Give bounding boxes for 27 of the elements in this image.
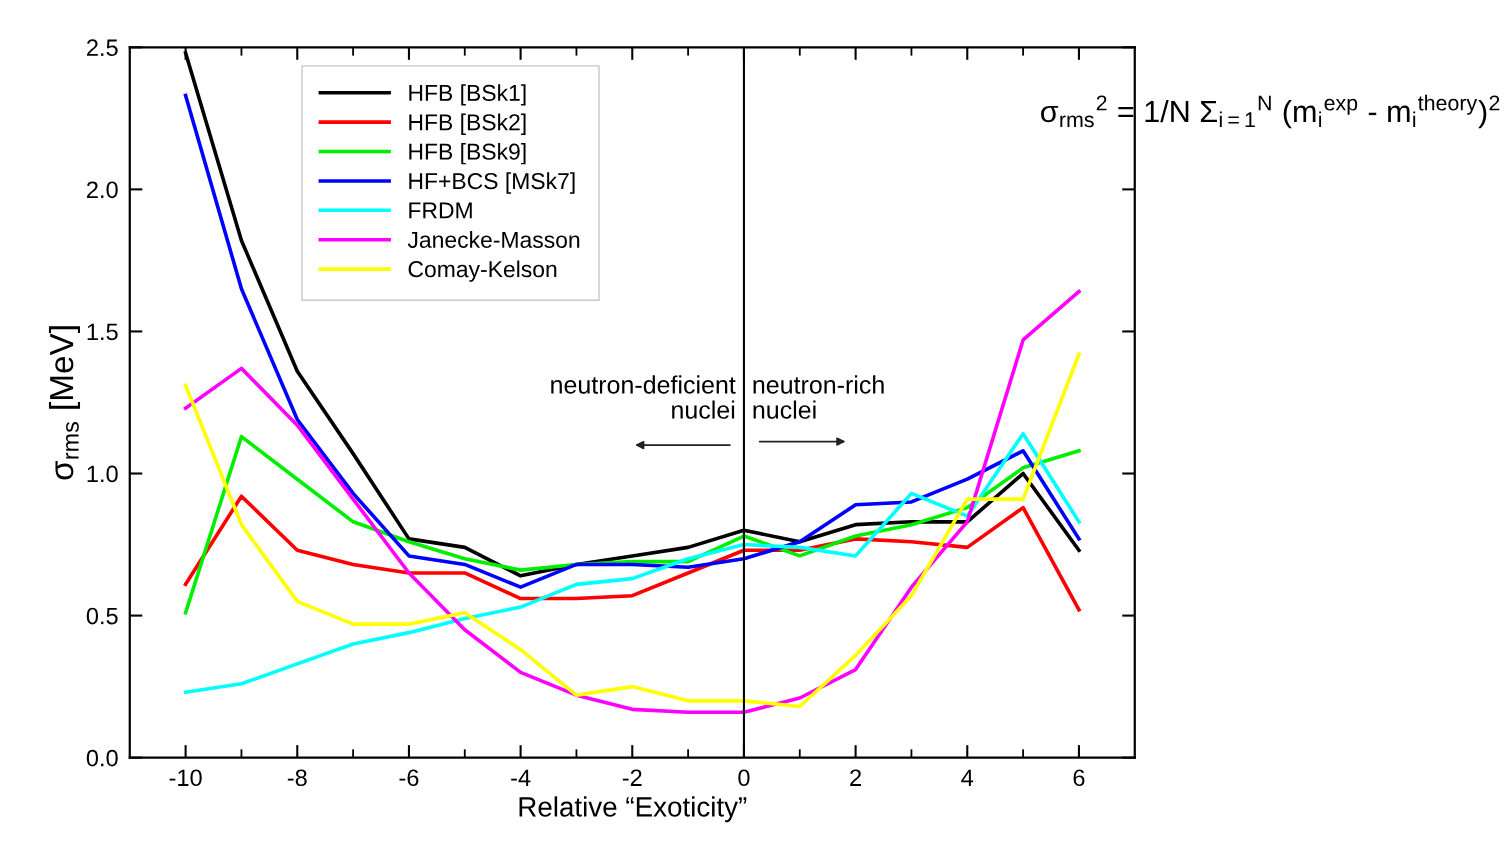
- x-tick-label: 0: [738, 769, 750, 787]
- x-tick-label: -10: [169, 769, 202, 787]
- y-tick-label: 2.5: [87, 39, 118, 57]
- text: σ$_{rms}$$^{2}$ = 1/N Σ$_{i=1}$$^{N}$ (m$_{i}$$^{exp}$ - m$_{i}$$^{theory}$)$^{2}$: [1041, 94, 1500, 129]
- x-tick-label: -4: [511, 769, 531, 786]
- annotation: neutron-rich nuclei: [753, 375, 884, 419]
- y-tick-label: 1.5: [87, 323, 118, 341]
- y-tick-label: 0.0: [86, 749, 118, 767]
- legend-label: HF+BCS [MSk7]: [409, 172, 575, 194]
- legend-label: Comay-Kelson: [408, 260, 557, 282]
- y-tick-label: 1.0: [87, 465, 118, 483]
- legend-label: HFB [BSk9]: [409, 142, 526, 165]
- x-tick-label: 6: [1073, 769, 1085, 787]
- legend-label: FRDM: [409, 202, 472, 219]
- annotation: neutron-deficient nuclei: [551, 375, 736, 419]
- legend-label: HFB [BSk1]: [409, 84, 526, 106]
- y-axis-title: σ$_{rms}$ [MeV]: [48, 326, 81, 480]
- legend-label: Janecke-Masson: [407, 231, 580, 248]
- legend-label: HFB [BSk2]: [409, 113, 526, 135]
- x-tick-label: -6: [399, 769, 419, 787]
- x-tick-label: -8: [287, 769, 307, 787]
- x-tick-label: 4: [961, 769, 974, 786]
- x-tick-label: -2: [622, 769, 642, 786]
- x-axis-title: Relative “Exoticity”: [519, 796, 747, 823]
- x-tick-label: 2: [850, 769, 861, 786]
- y-tick-label: 2.0: [87, 181, 118, 199]
- y-tick-label: 0.5: [86, 607, 118, 625]
